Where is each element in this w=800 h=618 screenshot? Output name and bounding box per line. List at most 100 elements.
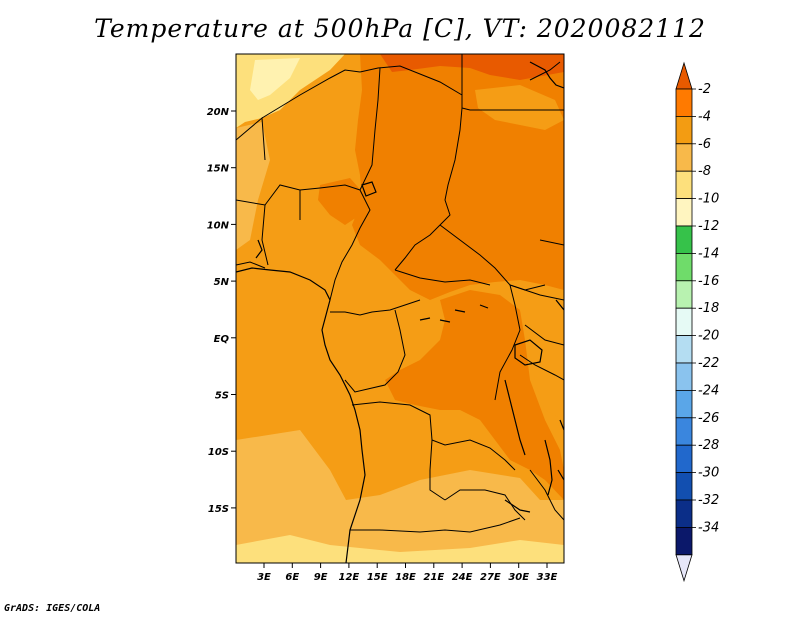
border-drc-angola <box>351 401 516 471</box>
colorbar-label: -34 <box>698 520 719 535</box>
longitude-axis: 3E 6E 9E 12E 15E 18E 21E 24E 27E 30E 33E <box>257 563 558 583</box>
colorbar-label: -6 <box>698 137 711 152</box>
border-egypt-sudan <box>461 54 564 111</box>
border-algeria-niger <box>261 69 361 119</box>
colorbar-label: -10 <box>698 192 719 207</box>
lat-tick-label: 5S <box>215 391 229 402</box>
colorbar-segment <box>675 252 693 282</box>
colorbar-label: -26 <box>698 411 719 426</box>
colorbar-label: -24 <box>698 383 719 398</box>
lake-malawi <box>544 439 553 496</box>
border-ghana <box>236 261 266 269</box>
colorbar-label: -32 <box>698 493 719 508</box>
colorbar-segment <box>675 116 693 145</box>
border-niger-chad <box>359 67 381 191</box>
colorbar-segment <box>675 472 693 501</box>
border-cameroon-gabon <box>330 299 421 316</box>
lon-tick-label: 24E <box>452 572 473 583</box>
colorbar-segment <box>675 499 693 528</box>
border-burkina <box>236 184 301 220</box>
lon-tick-label: 30E <box>508 572 529 583</box>
lon-tick-label: 3E <box>257 572 271 583</box>
colorbar-segment <box>675 280 693 309</box>
country-borders <box>236 54 564 533</box>
colorbar-segment <box>675 362 693 391</box>
border-ethiopia <box>509 284 564 301</box>
field-warm-west <box>318 178 365 225</box>
field-light-south-west <box>236 430 564 563</box>
lon-tick-label: 27E <box>480 572 501 583</box>
colorbar-segment <box>675 335 693 364</box>
border-ethiopia-east <box>539 239 564 246</box>
lat-tick-label: 10S <box>208 447 229 458</box>
coast-east-africa <box>555 299 564 481</box>
lake-volta <box>255 239 263 259</box>
lake-chad <box>361 181 377 197</box>
coast-gulf-of-guinea <box>236 267 366 563</box>
border-angola-namibia <box>350 517 521 533</box>
colorbar-segment <box>675 170 693 199</box>
colorbar-label: -22 <box>698 356 719 371</box>
colorbar-label: -8 <box>698 164 711 179</box>
colorbar-label: -12 <box>698 219 719 234</box>
field-hot-north <box>380 54 564 80</box>
colorbar-label: -4 <box>698 109 711 124</box>
lake-victoria <box>514 339 543 366</box>
border-car <box>394 269 491 286</box>
lat-tick-label: EQ <box>214 334 230 345</box>
colorbar-segment <box>675 307 693 337</box>
lat-tick-label: 5N <box>214 277 230 288</box>
latitude-axis: 20N 15N 10N 5N EQ 5S 10S 15S <box>207 107 236 515</box>
border-libya-chad <box>359 65 463 96</box>
border-niger-nigeria <box>299 184 361 191</box>
border-kenya <box>524 324 564 346</box>
colorbar-segment <box>675 143 693 172</box>
lon-tick-label: 33E <box>537 572 558 583</box>
lake-tanganyika <box>504 379 526 456</box>
field-cool-east <box>520 290 564 420</box>
field-warm-central <box>385 290 564 500</box>
colorbar-segment <box>675 417 693 446</box>
field-light-west <box>236 122 270 250</box>
border-zambia-zimbabwe <box>444 489 526 521</box>
lon-tick-label: 6E <box>285 572 299 583</box>
lon-tick-label: 21E <box>423 572 444 583</box>
border-mali-niger <box>236 116 266 161</box>
colorbar-segment <box>675 444 693 474</box>
colorbar-label: -20 <box>698 329 719 344</box>
grads-credit: GrADS: IGES/COLA <box>4 603 101 614</box>
lake-kariba <box>504 499 531 513</box>
map-frame <box>235 53 565 564</box>
colorbar-segment <box>675 389 693 419</box>
border-benin <box>261 204 269 266</box>
lat-tick-label: 20N <box>207 107 230 118</box>
border-nigeria-cameroon <box>329 189 371 301</box>
colorbar-label: -2 <box>698 82 711 97</box>
border-tanzania <box>519 354 564 381</box>
field-palest-nw <box>250 58 300 100</box>
colorbar-label: -18 <box>698 301 719 316</box>
lon-tick-label: 18E <box>395 572 416 583</box>
border-mozambique <box>529 469 564 521</box>
field-cool-sudan <box>475 85 564 130</box>
lat-tick-label: 15S <box>208 504 229 515</box>
colorbar-segment <box>675 527 693 556</box>
colorbar-top-arrow <box>675 61 693 90</box>
border-chad-sudan <box>394 107 463 271</box>
field-pale-south <box>236 535 564 563</box>
lon-tick-label: 15E <box>367 572 388 583</box>
colorbar-segment <box>675 88 693 117</box>
colorbar-label: -30 <box>698 466 719 481</box>
temperature-field <box>236 54 564 563</box>
border-eritrea <box>529 61 561 81</box>
border-congo-drc <box>344 309 406 393</box>
border-angola-zambia <box>429 439 446 501</box>
colorbar-segment <box>675 198 693 227</box>
lon-tick-label: 12E <box>339 572 360 583</box>
lat-tick-label: 10N <box>207 220 230 231</box>
colorbar-bottom-arrow <box>675 554 693 583</box>
colorbar-label: -28 <box>698 438 719 453</box>
colorbar-label: -14 <box>698 246 719 261</box>
lat-tick-label: 15N <box>207 164 230 175</box>
